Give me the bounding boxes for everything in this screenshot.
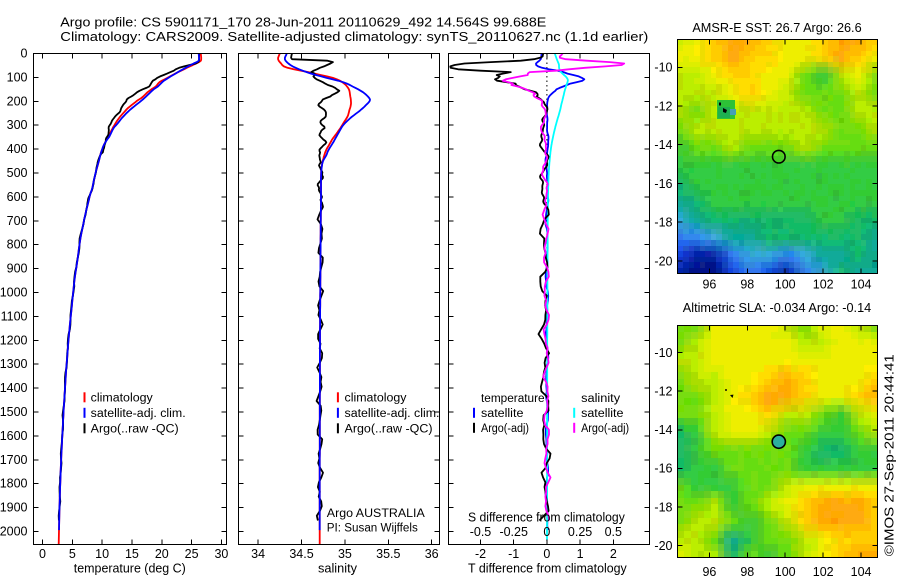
svg-text:0: 0 xyxy=(39,547,46,561)
svg-text:0: 0 xyxy=(543,547,550,561)
svg-text:104: 104 xyxy=(851,277,872,291)
svg-text:34.5: 34.5 xyxy=(289,547,313,561)
svg-text:Argo(-adj): Argo(-adj) xyxy=(581,423,629,435)
svg-text:98: 98 xyxy=(740,277,754,291)
svg-text:Argo(..raw -QC): Argo(..raw -QC) xyxy=(91,424,179,436)
svg-text:-20: -20 xyxy=(654,539,672,553)
svg-text:35.5: 35.5 xyxy=(376,547,400,561)
svg-text:Argo(-adj): Argo(-adj) xyxy=(481,423,529,435)
svg-text:-18: -18 xyxy=(654,500,672,514)
svg-text:-14: -14 xyxy=(654,138,672,152)
svg-text:700: 700 xyxy=(7,214,28,228)
svg-text:1300: 1300 xyxy=(0,357,28,371)
svg-text:100: 100 xyxy=(775,277,796,291)
svg-text:-10: -10 xyxy=(654,346,672,360)
svg-text:climatology: climatology xyxy=(91,393,153,405)
svg-text:20: 20 xyxy=(155,547,169,561)
svg-text:satellite-adj. clim.: satellite-adj. clim. xyxy=(345,408,440,420)
svg-text:PI: Susan Wijffels: PI: Susan Wijffels xyxy=(327,523,418,535)
svg-text:35: 35 xyxy=(338,547,352,561)
svg-text:2000: 2000 xyxy=(0,525,28,539)
svg-text:-16: -16 xyxy=(654,462,672,476)
svg-text:Argo AUSTRALIA: Argo AUSTRALIA xyxy=(327,508,425,520)
svg-text:100: 100 xyxy=(775,565,796,579)
svg-text:temperature: temperature xyxy=(481,393,545,405)
svg-text:34: 34 xyxy=(251,547,265,561)
svg-text:1200: 1200 xyxy=(0,333,28,347)
svg-text:800: 800 xyxy=(7,238,28,252)
svg-text:200: 200 xyxy=(7,94,28,108)
svg-text:satellite-adj. clim.: satellite-adj. clim. xyxy=(91,408,186,420)
svg-text:1400: 1400 xyxy=(0,381,28,395)
svg-text:-18: -18 xyxy=(654,216,672,230)
svg-text:temperature (deg C): temperature (deg C) xyxy=(74,562,186,576)
svg-text:-12: -12 xyxy=(654,385,672,399)
svg-text:-0.25: -0.25 xyxy=(499,525,528,539)
svg-text:salinity: salinity xyxy=(318,562,358,576)
svg-text:AMSR-E SST: 26.7 Argo: 26.6: AMSR-E SST: 26.7 Argo: 26.6 xyxy=(692,21,861,35)
svg-text:-1: -1 xyxy=(508,547,519,561)
svg-text:600: 600 xyxy=(7,190,28,204)
svg-text:10: 10 xyxy=(95,547,109,561)
svg-text:Argo(..raw -QC): Argo(..raw -QC) xyxy=(345,424,433,436)
svg-text:500: 500 xyxy=(7,166,28,180)
svg-text:1500: 1500 xyxy=(0,405,28,419)
svg-text:©IMOS 27-Sep-2011 20:44:41: ©IMOS 27-Sep-2011 20:44:41 xyxy=(883,354,897,556)
svg-text:-2: -2 xyxy=(475,547,486,561)
svg-text:-14: -14 xyxy=(654,423,672,437)
svg-text:-12: -12 xyxy=(654,99,672,113)
svg-text:-10: -10 xyxy=(654,61,672,75)
svg-text:T difference from climatology: T difference from climatology xyxy=(468,562,627,576)
svg-text:96: 96 xyxy=(702,277,716,291)
svg-text:1800: 1800 xyxy=(0,477,28,491)
svg-text:S difference from climatology: S difference from climatology xyxy=(468,511,626,525)
svg-text:-20: -20 xyxy=(654,254,672,268)
svg-text:100: 100 xyxy=(7,70,28,84)
svg-text:25: 25 xyxy=(185,547,199,561)
svg-text:30: 30 xyxy=(214,547,228,561)
svg-text:satellite: satellite xyxy=(481,408,523,420)
svg-text:102: 102 xyxy=(813,277,834,291)
svg-text:36: 36 xyxy=(425,547,439,561)
svg-text:0: 0 xyxy=(21,47,28,61)
svg-text:Argo profile: CS 5901171_170 2: Argo profile: CS 5901171_170 28-Jun-2011… xyxy=(60,14,546,29)
svg-text:1: 1 xyxy=(577,547,584,561)
svg-text:0: 0 xyxy=(543,525,550,539)
svg-text:1000: 1000 xyxy=(0,286,28,300)
svg-text:300: 300 xyxy=(7,118,28,132)
svg-text:-16: -16 xyxy=(654,177,672,191)
svg-text:1600: 1600 xyxy=(0,429,28,443)
svg-text:900: 900 xyxy=(7,262,28,276)
svg-text:Altimetric SLA: -0.034 Argo: -: Altimetric SLA: -0.034 Argo: -0.14 xyxy=(683,301,871,315)
svg-text:climatology: climatology xyxy=(345,393,407,405)
svg-text:102: 102 xyxy=(813,565,834,579)
svg-text:400: 400 xyxy=(7,142,28,156)
svg-text:15: 15 xyxy=(125,547,139,561)
svg-text:5: 5 xyxy=(69,547,76,561)
svg-text:1700: 1700 xyxy=(0,453,28,467)
svg-text:104: 104 xyxy=(851,565,872,579)
svg-text:2: 2 xyxy=(610,547,617,561)
svg-text:satellite: satellite xyxy=(581,408,623,420)
svg-text:Climatology: CARS2009. Satelli: Climatology: CARS2009. Satellite-adjuste… xyxy=(60,29,648,44)
svg-text:salinity: salinity xyxy=(581,393,620,405)
svg-text:1900: 1900 xyxy=(0,501,28,515)
svg-text:1100: 1100 xyxy=(1,309,28,323)
svg-text:98: 98 xyxy=(740,565,754,579)
svg-text:0.25: 0.25 xyxy=(568,525,592,539)
svg-text:96: 96 xyxy=(702,565,716,579)
svg-text:-0.5: -0.5 xyxy=(470,525,492,539)
svg-text:0.5: 0.5 xyxy=(605,525,622,539)
